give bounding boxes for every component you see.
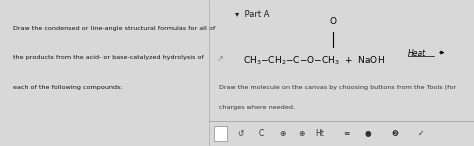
Text: ≡: ≡ xyxy=(343,129,350,138)
Text: Heat: Heat xyxy=(408,49,426,58)
Text: ●: ● xyxy=(365,129,371,138)
Text: ❷: ❷ xyxy=(391,129,398,138)
Text: C: C xyxy=(259,129,264,138)
Text: ↗: ↗ xyxy=(217,54,224,63)
Text: Draw the molecule on the canvas by choosing buttons from the Tools (for: Draw the molecule on the canvas by choos… xyxy=(219,85,456,90)
Text: O: O xyxy=(330,17,337,26)
Text: each of the following compounds:: each of the following compounds: xyxy=(12,85,122,90)
Text: ⊕: ⊕ xyxy=(280,129,286,138)
Text: CH$_3$$-$CH$_2$$-$C$-$O$-$CH$_3$  +  NaOH: CH$_3$$-$CH$_2$$-$C$-$O$-$CH$_3$ + NaOH xyxy=(243,54,385,67)
Text: ▾  Part A: ▾ Part A xyxy=(235,10,270,19)
Text: the products from the acid- or base-catalyzed hydrolysis of: the products from the acid- or base-cata… xyxy=(12,55,203,60)
Text: charges where needed.: charges where needed. xyxy=(219,105,295,110)
Text: Draw the condensed or line-angle structural formulas for all of: Draw the condensed or line-angle structu… xyxy=(12,26,215,31)
Text: ⊕: ⊕ xyxy=(298,129,305,138)
Text: ✓: ✓ xyxy=(418,129,424,138)
FancyBboxPatch shape xyxy=(214,126,227,141)
Text: Ht: Ht xyxy=(316,129,325,138)
Text: ↺: ↺ xyxy=(237,129,244,138)
